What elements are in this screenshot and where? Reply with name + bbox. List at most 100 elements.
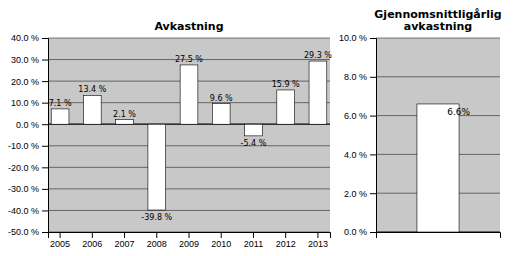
- bar: [417, 104, 459, 232]
- y-tick-label: 0.0 %: [16, 120, 39, 130]
- data-label: 6.6%: [447, 107, 470, 117]
- y-tick-label: 10.0 %: [339, 33, 367, 43]
- x-tick-mark: [92, 232, 93, 238]
- x-axis: 2005 2006 2007 2008 2009 2010 2011 2012 2013: [49, 232, 331, 249]
- y-tick: -40.0 %: [8, 206, 48, 216]
- y-tick-label: -10.0 %: [8, 141, 39, 151]
- data-labels: 6.6%: [447, 107, 470, 117]
- y-tick: 30.0 %: [11, 55, 48, 65]
- y-tick: -30.0 %: [8, 184, 48, 194]
- y-tick-label: -40.0 %: [8, 206, 39, 216]
- data-label: 9.6 %: [210, 94, 233, 103]
- data-label: 7.1 %: [49, 99, 72, 108]
- grid-line: [48, 167, 330, 168]
- x-axis-line: [49, 233, 331, 239]
- bars: [417, 104, 459, 232]
- bar: [245, 124, 263, 136]
- x-tick: 2007: [115, 232, 135, 249]
- y-tick-label: 0.0 %: [344, 227, 367, 237]
- grid: [48, 38, 330, 232]
- x-tick: 2010: [211, 232, 231, 249]
- grid-line: [48, 38, 330, 39]
- y-tick-mark: [370, 77, 376, 78]
- y-tick: 6.0 %: [344, 111, 376, 121]
- x-tick-mark: [156, 232, 157, 238]
- grid-line: [48, 145, 330, 146]
- x-tick-mark: [124, 232, 125, 238]
- x-tick-label: 2013: [308, 239, 328, 249]
- y-tick-mark: [42, 189, 48, 190]
- data-labels: 7.1 %13.4 %2.1 %-39.8 %27.5 %9.6 %-5.4 %…: [49, 51, 333, 222]
- data-label: 29.3 %: [304, 51, 332, 60]
- x-tick: 2009: [179, 232, 199, 249]
- x-tick-label: 2012: [276, 239, 296, 249]
- x-tick: 2006: [82, 232, 102, 249]
- bar: [116, 120, 134, 125]
- y-tick: -10.0 %: [8, 141, 48, 151]
- y-tick-mark: [42, 124, 48, 125]
- x-tick-label: 2011: [244, 239, 263, 249]
- y-tick-mark: [42, 81, 48, 82]
- x-tick-label: 2005: [50, 239, 70, 249]
- y-tick-label: -30.0 %: [8, 184, 39, 194]
- y-tick: -20.0 %: [8, 163, 48, 173]
- data-label: -5.4 %: [241, 139, 267, 148]
- y-axis: 0.0 % 2.0 % 4.0 % 6.0 % 8.0 % 10.0 %: [339, 33, 377, 237]
- x-tick-label: 2008: [147, 239, 167, 249]
- x-tick-mark: [221, 232, 222, 238]
- y-tick-label: 8.0 %: [344, 72, 367, 82]
- x-tick-label: 2006: [82, 239, 102, 249]
- y-tick-mark: [42, 210, 48, 211]
- x-tick-label: 2007: [115, 239, 135, 249]
- grid-line: [376, 38, 500, 39]
- y-tick: 10.0 %: [339, 33, 376, 43]
- grid-line: [48, 210, 330, 211]
- y-tick-mark: [370, 193, 376, 194]
- bar: [148, 124, 166, 210]
- y-tick-label: 6.0 %: [344, 111, 367, 121]
- bar: [309, 61, 327, 124]
- y-tick-label: 2.0 %: [344, 189, 367, 199]
- x-tick: 2008: [147, 232, 167, 249]
- chart-title: Avkastning: [154, 20, 223, 33]
- y-tick-label: -20.0 %: [8, 163, 39, 173]
- grid-line: [48, 188, 330, 189]
- y-tick-label: 30.0 %: [11, 55, 39, 65]
- x-tick-label: 2009: [179, 239, 199, 249]
- y-tick: 2.0 %: [344, 189, 376, 199]
- y-axis-line: [42, 39, 49, 233]
- data-label: 15.9 %: [272, 80, 300, 89]
- x-tick: 2005: [50, 232, 70, 249]
- y-tick-mark: [370, 232, 376, 233]
- y-tick-mark: [370, 116, 376, 117]
- x-tick-label: 2010: [211, 239, 231, 249]
- grid: [376, 38, 500, 232]
- y-tick: 8.0 %: [344, 72, 376, 82]
- y-tick: 4.0 %: [344, 150, 376, 160]
- x-tick: 2013: [308, 232, 328, 249]
- data-label: -39.8 %: [141, 213, 172, 222]
- bar: [51, 109, 69, 124]
- x-tick-mark: [60, 232, 61, 238]
- chart-title-line: Avkastning: [154, 20, 223, 33]
- x-tick-mark: [189, 232, 190, 238]
- y-tick-label: 10.0 %: [11, 98, 39, 108]
- y-tick-label: 4.0 %: [344, 150, 367, 160]
- bars: [51, 61, 327, 210]
- y-tick-mark: [370, 154, 376, 155]
- y-tick-label: -50.0 %: [8, 227, 39, 237]
- y-tick-mark: [42, 232, 48, 233]
- y-tick-mark: [42, 167, 48, 168]
- y-axis-line: [370, 39, 377, 233]
- bar: [212, 104, 230, 125]
- y-tick-mark: [42, 146, 48, 147]
- y-tick-mark: [42, 60, 48, 61]
- y-tick: 40.0 %: [11, 33, 48, 43]
- chart-root: -50.0 % -40.0 % -30.0 % -20.0 % -10.0 % 0.0 %…: [0, 0, 514, 256]
- data-label: 2.1 %: [113, 110, 136, 119]
- plot-background: [376, 38, 500, 232]
- bar: [180, 65, 198, 124]
- y-axis: -50.0 % -40.0 % -30.0 % -20.0 % -10.0 % 0.0 %…: [8, 33, 49, 237]
- y-tick: 10.0 %: [11, 98, 48, 108]
- y-tick: 0.0 %: [344, 227, 376, 237]
